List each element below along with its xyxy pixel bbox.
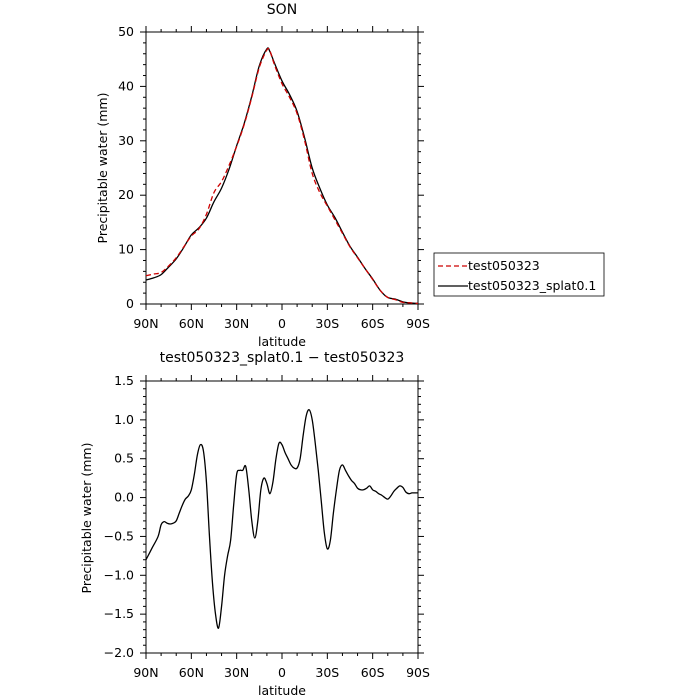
son-y-tick-label: 10 xyxy=(118,242,134,257)
legend-label-splat: test050323_splat0.1 xyxy=(468,278,596,293)
son-x-tick-label: 90S xyxy=(406,316,430,331)
son-y-axis-title: Precipitable water (mm) xyxy=(95,93,110,244)
difference-title: test050323_splat0.1 − test050323 xyxy=(160,350,405,366)
difference-series-line-difference xyxy=(145,409,418,629)
son-title: SON xyxy=(267,2,297,18)
son-y-tick-label: 20 xyxy=(118,187,134,202)
difference-y-ticks: −2.0 −1.5 −1.0 −0.5 0.0 0.5 1.0 1.5 xyxy=(104,373,424,660)
difference-x-tick-label: 30N xyxy=(224,665,249,680)
difference-y-tick-label: −1.0 xyxy=(104,567,134,582)
son-x-tick-label: 30N xyxy=(224,316,249,331)
son-y-ticks: 0 10 20 30 40 50 xyxy=(118,24,424,311)
son-x-tick-label: 60S xyxy=(361,316,385,331)
difference-y-tick-label: 1.5 xyxy=(114,373,134,388)
difference-x-axis-title: latitude xyxy=(258,683,306,698)
son-y-tick-label: 40 xyxy=(118,78,134,93)
son-x-ticks: 90N 60N 30N 0 30S 60S 90S xyxy=(133,26,430,331)
difference-panel: test050323_splat0.1 − test050323 90N 60N 3… xyxy=(79,350,430,698)
son-series-line-test050323-splat0-1 xyxy=(145,47,419,305)
legend-label-test050323: test050323 xyxy=(468,258,540,273)
son-x-tick-label: 0 xyxy=(278,316,286,331)
difference-y-tick-label: −1.5 xyxy=(104,606,134,621)
difference-x-tick-label: 60S xyxy=(361,665,385,680)
son-x-tick-label: 90N xyxy=(133,316,158,331)
son-y-tick-label: 30 xyxy=(118,133,134,148)
difference-plot-frame xyxy=(145,380,419,654)
son-series-line-test050323 xyxy=(145,47,419,305)
son-y-tick-label: 0 xyxy=(126,296,134,311)
difference-y-tick-label: 1.0 xyxy=(114,412,134,427)
son-series-group xyxy=(145,47,419,305)
difference-x-tick-label: 60N xyxy=(179,665,204,680)
difference-x-tick-label: 0 xyxy=(278,665,286,680)
legend: test050323 test050323_splat0.1 xyxy=(433,252,605,297)
difference-y-tick-label: 0.0 xyxy=(114,490,134,505)
son-x-tick-label: 60N xyxy=(179,316,204,331)
difference-x-tick-label: 90S xyxy=(406,665,430,680)
legend-box xyxy=(433,252,605,297)
difference-x-tick-label: 90N xyxy=(133,665,158,680)
son-y-tick-label: 50 xyxy=(118,24,134,39)
son-panel: SON 90N 60N 30N 0 30S 60S 90S 0 10 20 30 40 50 lati… xyxy=(95,2,430,349)
difference-series-group xyxy=(145,409,418,629)
difference-y-tick-label: −2.0 xyxy=(104,645,134,660)
difference-x-tick-label: 30S xyxy=(315,665,339,680)
son-plot-frame xyxy=(145,31,419,305)
son-x-axis-title: latitude xyxy=(258,334,306,349)
difference-y-tick-label: −0.5 xyxy=(104,528,134,543)
difference-y-axis-title: Precipitable water (mm) xyxy=(79,443,94,594)
difference-y-tick-label: 0.5 xyxy=(114,451,134,466)
difference-x-ticks: 90N 60N 30N 0 30S 60S 90S xyxy=(133,375,430,680)
son-x-tick-label: 30S xyxy=(315,316,339,331)
